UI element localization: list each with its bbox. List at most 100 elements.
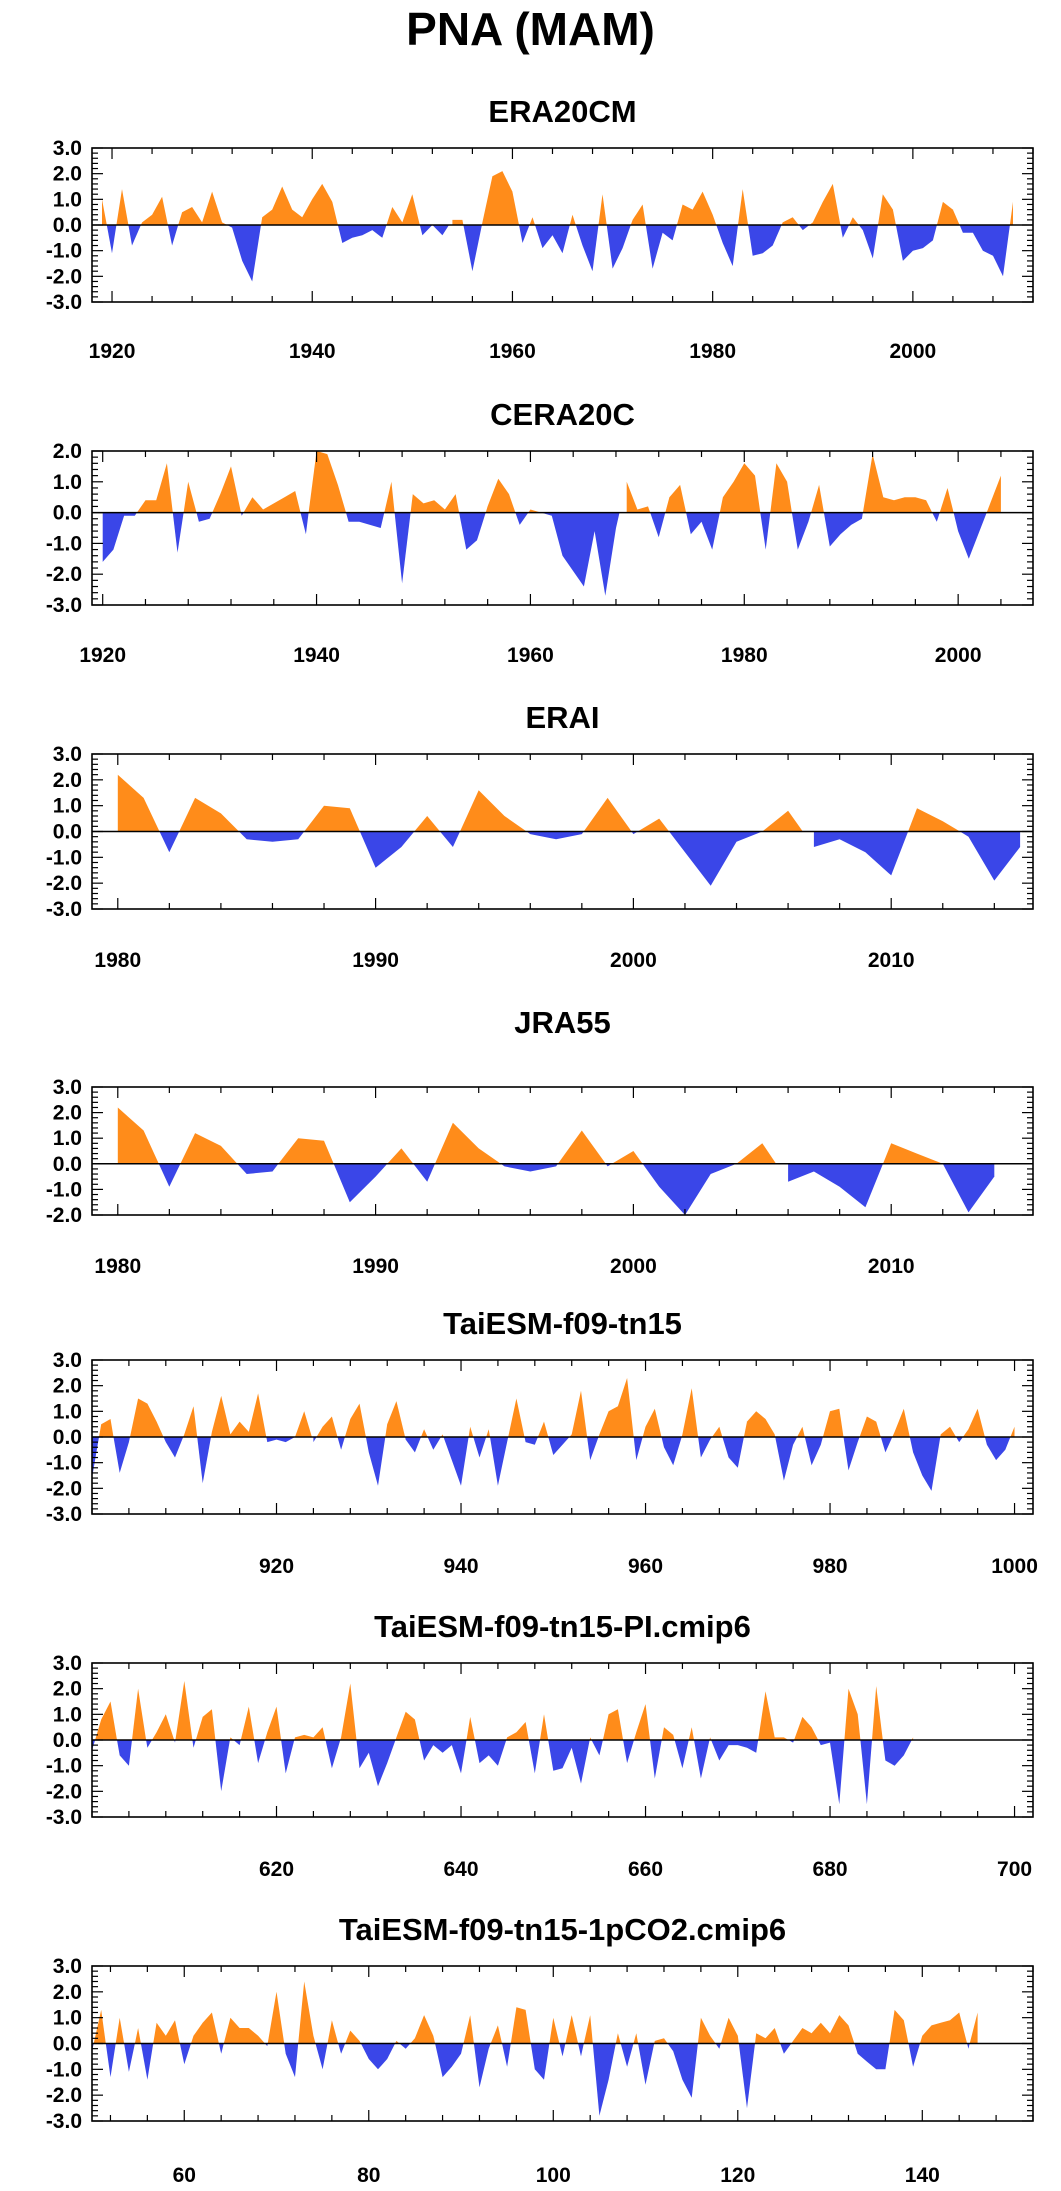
positive-area [688,1727,694,1740]
positive-area [153,2020,180,2044]
negative-area [650,512,666,538]
panel-title: ERA20CM [488,94,636,129]
negative-area [356,1740,396,1787]
positive-area [506,1722,529,1740]
y-tick-label: 3.0 [53,1652,82,1675]
positive-area [152,1714,175,1740]
positive-area [327,2020,339,2044]
positive-area [267,1991,285,2044]
positive-area [529,217,535,225]
positive-area [872,1686,883,1740]
y-tick-label: -2.0 [46,563,82,586]
negative-area [315,2043,328,2070]
positive-area [410,2015,436,2044]
y-tick-label: -3.0 [46,898,82,921]
negative-area [337,225,387,243]
negative-area [798,225,810,231]
positive-area [736,1143,777,1164]
positive-area [939,488,954,513]
positive-area [463,2015,474,2044]
chart-panel-3: ERAI 3.0 2.0 1.0 0.0-1.0 -2.0 -3.0 1980 1990 2000… [46,700,1034,972]
positive-area [637,818,670,832]
x-tick-label: 700 [997,1858,1032,1881]
positive-area [385,1401,406,1437]
negative-area [197,1437,211,1484]
positive-area [583,797,632,832]
negative-area [524,1437,538,1445]
positive-area [183,1406,198,1437]
positive-area [630,204,646,225]
y-tick-label: -2.0 [46,1204,82,1227]
x-tick-label: 1940 [293,644,340,667]
negative-area [711,1740,759,1761]
positive-area [681,1388,699,1437]
x-tick-label: 1960 [489,340,536,363]
negative-area [399,2043,411,2049]
positive-area [240,1706,255,1740]
panel-title: TaiESM-f09-tn15-PI.cmip6 [374,1609,751,1644]
y-tick-label: -3.0 [46,1806,82,1829]
x-tick-label: 960 [628,1555,663,1578]
chart-panel-4: JRA55 3.0 2.01.0 0.0-1.0 -2.0 1980 1990 2000 201… [46,1005,1034,1278]
negative-area [124,2043,135,2072]
positive-area [132,1688,147,1740]
panel-title: CERA20C [490,397,635,432]
negative-area [823,512,863,547]
negative-area [667,2043,698,2098]
positive-area [598,1378,634,1437]
negative-area [172,512,184,553]
y-tick-label: 3.0 [53,743,82,766]
negative-area [473,2043,491,2088]
positive-area [298,1981,316,2044]
negative-area [880,1437,893,1453]
chart-panel-7: TaiESM-f09-tn15-1pCO2.cmip63.02.01.00.0-… [46,1912,1034,2187]
positive-area [460,790,527,832]
positive-area [212,466,241,513]
positive-area [486,1429,490,1437]
positive-area [908,808,960,832]
negative-area [606,225,631,269]
negative-area [284,2043,299,2078]
positive-area [743,1411,776,1437]
y-tick-label: 0.0 [53,502,82,525]
negative-area [722,1437,744,1468]
positive-area [720,2017,739,2044]
positive-area [920,2012,968,2044]
positive-area [633,2033,639,2044]
negative-area [218,2043,224,2054]
positive-area [969,2012,978,2044]
negative-area [698,1437,712,1458]
x-tick-label: 140 [905,2164,940,2187]
positive-area [811,484,824,513]
positive-area [878,194,896,225]
positive-area [344,1403,366,1437]
negative-area [895,225,937,261]
negative-area [541,512,620,596]
x-tick-label: 2000 [610,949,657,972]
y-tick-label: 3.0 [53,1349,82,1372]
x-tick-label: 620 [259,1858,294,1881]
negative-area [419,1740,467,1774]
y-tick-label: 2.0 [53,440,82,463]
positive-area [295,1411,312,1437]
positive-area [719,463,761,513]
x-tick-label: 1920 [89,340,136,363]
positive-area [211,1393,267,1437]
negative-area [519,225,530,243]
positive-area [859,1416,881,1437]
negative-area [239,831,305,842]
positive-area [102,199,107,225]
panel-title: ERAI [525,700,599,735]
x-tick-label: 80 [357,2164,380,2187]
negative-area [500,1163,558,1172]
negative-area [419,225,449,236]
positive-area [175,1681,193,1740]
negative-area [167,225,179,246]
positive-area [602,1709,624,1740]
negative-area [530,2043,550,2080]
negative-area [338,2043,346,2054]
negative-area [645,225,677,269]
y-tick-label: 0.0 [53,1153,82,1176]
negative-area [473,1437,487,1458]
positive-area [481,171,519,225]
